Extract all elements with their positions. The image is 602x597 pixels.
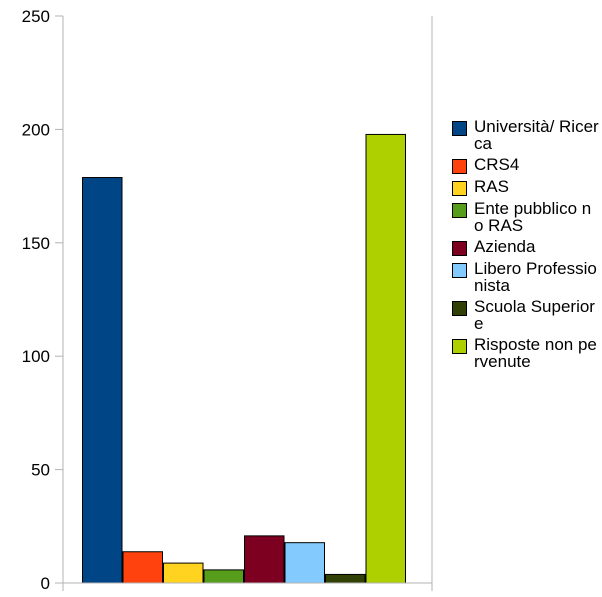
y-tick-label: 50 [31, 461, 50, 480]
bar-3 [164, 563, 204, 583]
y-tick-label: 100 [22, 347, 50, 366]
legend-swatch [452, 181, 467, 196]
legend-label: Ente pubblico no RAS [474, 200, 600, 234]
legend-item: Libero Professionista [452, 260, 602, 294]
legend-item: RAS [452, 178, 602, 196]
bar-2 [123, 552, 163, 583]
bar-1 [83, 178, 123, 583]
y-tick-label: 0 [41, 574, 50, 593]
legend-label: Azienda [474, 238, 600, 255]
legend-item: Università/ Ricerca [452, 118, 602, 152]
legend-label: Università/ Ricerca [474, 118, 600, 152]
y-tick-label: 250 [22, 7, 50, 26]
bar-5 [245, 536, 285, 583]
y-tick-label: 200 [22, 120, 50, 139]
legend-label: CRS4 [474, 156, 600, 173]
bar-8 [366, 134, 406, 583]
legend-label: Libero Professionista [474, 260, 600, 294]
legend-item: CRS4 [452, 156, 602, 174]
legend-swatch [452, 301, 467, 316]
bar-6 [285, 543, 325, 583]
y-tick-label: 150 [22, 234, 50, 253]
bar-4 [204, 570, 244, 583]
legend-item: Risposte non pervenute [452, 336, 602, 370]
legend-swatch [452, 159, 467, 174]
bar-7 [326, 574, 366, 583]
legend-swatch [452, 241, 467, 256]
legend-label: RAS [474, 178, 600, 195]
legend: Università/ Ricerca CRS4 RAS Ente pubblico … [452, 118, 602, 374]
legend-item: Azienda [452, 238, 602, 256]
y-axis: 0 50 100 150 200 250 [22, 7, 63, 593]
legend-swatch [452, 339, 467, 354]
legend-swatch [452, 263, 467, 278]
bar-group [83, 134, 406, 583]
legend-swatch [452, 203, 467, 218]
legend-label: Risposte non pervenute [474, 336, 600, 370]
legend-swatch [452, 121, 467, 136]
legend-label: Scuola Superiore [474, 298, 600, 332]
legend-item: Scuola Superiore [452, 298, 602, 332]
legend-item: Ente pubblico no RAS [452, 200, 602, 234]
